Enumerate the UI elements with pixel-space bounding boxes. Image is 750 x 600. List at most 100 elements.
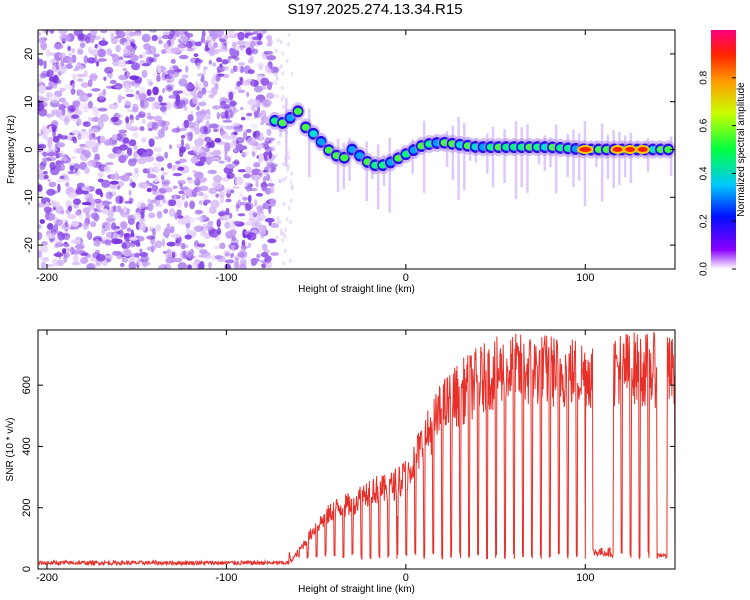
noise-blob [146, 89, 152, 96]
noise-blob [45, 49, 51, 57]
noise-blob [162, 171, 168, 176]
noise-blob [97, 107, 108, 112]
noise-blob [196, 263, 205, 269]
noise-blob [198, 191, 204, 197]
noise-blob [235, 143, 244, 151]
noise-blob [252, 131, 257, 138]
noise-blob [203, 199, 211, 204]
noise-blob [224, 110, 229, 119]
noise-blob [256, 193, 263, 197]
noise-blob [194, 138, 204, 147]
noise-blob [59, 87, 66, 93]
noise-blob [166, 241, 176, 247]
noise-blob [213, 174, 222, 183]
noise-blob [160, 120, 171, 127]
noise-blob [186, 47, 194, 52]
noise-blob [67, 52, 73, 57]
noise-blob [76, 109, 83, 116]
colorbar-label: Normalized spectral amplitude [736, 82, 747, 217]
noise-blob [202, 67, 207, 76]
noise-blob [165, 187, 173, 193]
noise-blob [53, 224, 59, 233]
noise-blob [166, 75, 175, 84]
noise-blob [39, 73, 47, 79]
noise-blob [171, 251, 176, 259]
noise-blob [103, 165, 112, 173]
noise-blob [160, 167, 164, 172]
noise-blob [167, 199, 174, 207]
noise-blob [208, 187, 217, 194]
noise-blob [198, 200, 203, 205]
noise-blob [234, 86, 242, 90]
noise-blob [290, 185, 294, 191]
noise-blob [207, 42, 212, 49]
noise-blob [252, 212, 258, 218]
noise-blob [260, 121, 264, 126]
noise-blob [116, 205, 122, 213]
noise-blob [73, 163, 80, 171]
noise-blob [277, 66, 281, 72]
noise-blob [117, 137, 127, 142]
noise-blob [90, 212, 99, 220]
noise-blob [266, 100, 273, 105]
noise-blob [228, 91, 234, 101]
noise-blob [69, 165, 75, 172]
noise-blob [225, 198, 232, 203]
noise-blob [195, 210, 205, 214]
noise-blob [77, 118, 82, 126]
track-hot-core [625, 147, 636, 152]
noise-blob [213, 128, 219, 133]
noise-blob [119, 144, 128, 151]
noise-blob [233, 220, 240, 225]
track-core [340, 154, 349, 162]
noise-blob [117, 132, 127, 138]
noise-blob [43, 174, 49, 180]
noise-blob [104, 66, 114, 74]
noise-blob [67, 190, 71, 194]
snr-frame [37, 329, 676, 570]
x-tick-label: 100 [576, 272, 594, 284]
noise-blob [124, 233, 129, 237]
track-core [294, 107, 303, 115]
noise-blob [38, 184, 43, 192]
noise-blob [60, 210, 65, 215]
noise-blob [127, 218, 135, 225]
noise-blob [288, 258, 292, 263]
noise-blob [163, 42, 169, 50]
noise-blob [178, 236, 182, 244]
noise-blob [142, 152, 149, 157]
noise-blob [148, 57, 155, 63]
noise-blob [138, 111, 146, 118]
noise-blob [156, 210, 163, 219]
noise-blob [157, 64, 162, 74]
noise-blob [58, 97, 66, 103]
noise-blob [135, 94, 140, 101]
noise-blob [197, 73, 205, 77]
noise-blob [239, 201, 249, 206]
noise-blob [132, 107, 139, 113]
track-hot-core [612, 147, 623, 152]
noise-blob [78, 33, 85, 41]
noise-blob [64, 220, 68, 228]
noise-blob [282, 202, 286, 207]
noise-blob [123, 49, 131, 57]
noise-blob [43, 206, 52, 214]
noise-blob [95, 253, 106, 262]
noise-blob [134, 252, 140, 258]
noise-blob [49, 161, 56, 171]
noise-blob [152, 72, 157, 78]
noise-blob [90, 49, 99, 57]
noise-blob [87, 205, 96, 211]
noise-blob [181, 194, 185, 201]
noise-blob [261, 114, 265, 122]
noise-blob [39, 103, 45, 111]
noise-blob [253, 162, 261, 168]
noise-blob [109, 30, 114, 37]
noise-blob [233, 65, 243, 72]
noise-blob [237, 31, 245, 41]
noise-blob [106, 232, 112, 238]
noise-blob [55, 61, 60, 70]
noise-blob [96, 203, 104, 209]
noise-blob [226, 172, 235, 179]
noise-blob [147, 167, 155, 174]
